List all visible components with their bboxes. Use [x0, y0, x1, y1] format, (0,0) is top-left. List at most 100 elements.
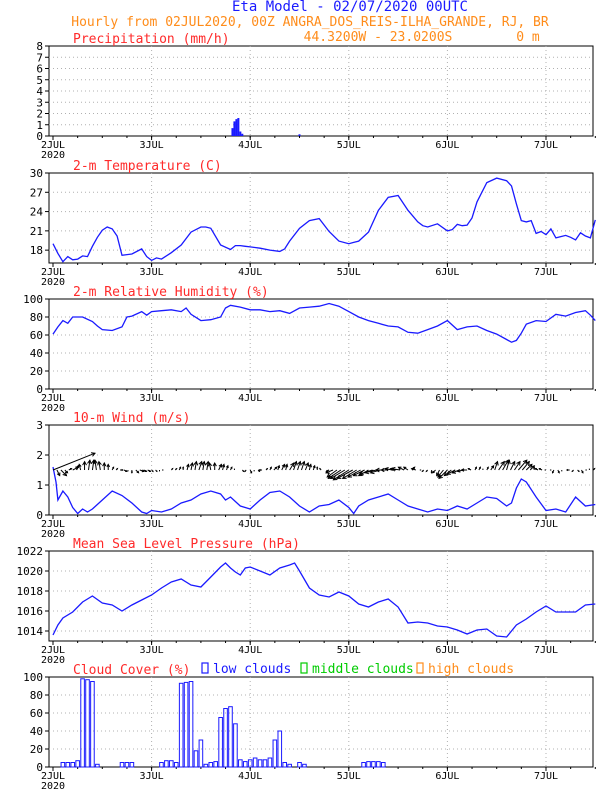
cloud-year-label: 2020	[41, 781, 65, 792]
temp-xtick-label: 4JUL	[238, 267, 262, 278]
wind-vector-head	[511, 460, 516, 466]
cloud-xtick-label: 3JUL	[140, 771, 164, 782]
wind-vector-head	[445, 470, 451, 475]
temp-ytick-label: 21	[30, 225, 43, 238]
wind-vector-head	[179, 466, 182, 469]
temp-ytick-label: 24	[30, 206, 44, 219]
wind-vector-head	[486, 466, 489, 469]
wind-vector-head	[175, 467, 178, 470]
cloud-bar	[376, 761, 381, 768]
rh-ytick-label: 80	[30, 311, 43, 324]
precip-ytick-label: 0	[36, 130, 43, 143]
wind-vector	[494, 461, 499, 471]
wind-panel: 0 1 2 3 2JUL 3JUL 4JUL 5JUL 6JUL 7JUL 2020 10-m Win…	[36, 411, 596, 540]
wind-vector-head	[402, 466, 407, 470]
wind-vector-head	[244, 470, 246, 473]
rh-xtick-label: 5JUL	[337, 393, 361, 404]
wind-vector-head	[430, 471, 433, 474]
wind-vector-head	[125, 469, 128, 472]
wind-vector	[521, 461, 530, 471]
wind-vector-head	[266, 467, 269, 470]
wind-vector	[91, 460, 95, 471]
cloud-bar	[70, 762, 76, 768]
wind-frame	[48, 424, 594, 516]
rh-xtick-label: 6JUL	[435, 393, 459, 404]
cloud-bar	[228, 706, 233, 768]
wind-vector-head	[186, 463, 190, 468]
wind-vector-head	[341, 474, 347, 479]
temp-xtick-label: 7JUL	[534, 267, 558, 278]
cloud-bar	[173, 762, 179, 768]
middle-clouds-legend-swatch	[300, 662, 308, 674]
wind-vector-head	[478, 466, 481, 469]
wind-vector-head	[460, 468, 465, 472]
wind-ytick-label: 0	[36, 509, 43, 522]
temp-ytick-label: 27	[30, 186, 43, 199]
wind-vector-head	[87, 459, 92, 465]
cloud-bar	[65, 762, 71, 768]
precip-xtick-label: 2JUL	[41, 140, 65, 151]
middle-clouds-legend-label: middle clouds	[312, 662, 414, 677]
wind-vector-head	[474, 466, 477, 469]
cloud-bar	[178, 682, 184, 768]
temp-ytick-label: 30	[30, 167, 43, 180]
cloud-bar	[164, 760, 169, 768]
rh-xtick-label: 3JUL	[140, 393, 164, 404]
wind-vector-head	[281, 463, 286, 468]
wind-vector-head	[290, 462, 295, 468]
cloud-ytick-label: 0	[36, 761, 43, 774]
wind-vector-head	[90, 452, 96, 457]
wind-vector	[337, 469, 353, 479]
wind-vector-head	[380, 467, 385, 473]
wind-vector-head	[336, 474, 342, 479]
cloud-ytick-label: 40	[30, 725, 43, 738]
wind-vector-head	[65, 470, 69, 474]
wind-vector-head	[308, 463, 312, 468]
mslp-year-label: 2020	[41, 655, 65, 666]
wind-vector	[506, 460, 510, 471]
wind-vector	[198, 461, 203, 471]
wind-xtick-label: 4JUL	[238, 519, 262, 530]
wind-vector-head	[565, 468, 569, 472]
wind-vector	[333, 469, 350, 481]
wind-ytick-label: 2	[36, 449, 43, 462]
precip-ytick-label: 5	[36, 74, 43, 87]
rh-year-label: 2020	[41, 403, 65, 414]
cloud-bar	[252, 757, 258, 768]
cloud-xtick-label: 2JUL	[41, 771, 65, 782]
cloud-bar	[208, 762, 214, 768]
cloud-bar	[272, 739, 278, 768]
wind-vector	[293, 461, 297, 471]
wind-vector-head	[171, 467, 174, 470]
wind-vector-head	[421, 470, 424, 473]
precip-ytick-label: 1	[36, 119, 43, 132]
wind-vector-head	[451, 469, 457, 474]
cloud-bar	[129, 762, 135, 768]
wind-vector	[202, 461, 205, 471]
wind-vector	[94, 460, 97, 471]
precip-xtick-label: 4JUL	[238, 140, 262, 151]
wind-vector	[297, 461, 301, 471]
mslp-ytick-label: 1014	[17, 625, 44, 638]
wind-vector-head	[500, 460, 505, 466]
wind-vector-head	[494, 460, 499, 466]
low-clouds-legend-label: low clouds	[213, 662, 291, 677]
wind-vector	[328, 469, 342, 479]
wind-vector-head	[121, 468, 124, 472]
wind-ytick-label: 1	[36, 479, 43, 492]
wind-vector-head	[69, 468, 73, 471]
wind-vector-head	[293, 460, 298, 466]
mslp-xtick-label: 7JUL	[534, 645, 558, 656]
wind-vector-head	[330, 474, 335, 479]
cloud-bar	[188, 681, 194, 768]
precip-bar	[239, 131, 242, 136]
cloud-bar	[85, 679, 90, 768]
wind-vector	[206, 461, 209, 471]
cloud-xtick-label: 5JUL	[337, 771, 361, 782]
wind-vector-head	[384, 467, 389, 472]
cloud-xtick-label: 6JUL	[435, 771, 459, 782]
cloud-bar	[247, 759, 253, 768]
wind-vector-head	[155, 470, 158, 473]
